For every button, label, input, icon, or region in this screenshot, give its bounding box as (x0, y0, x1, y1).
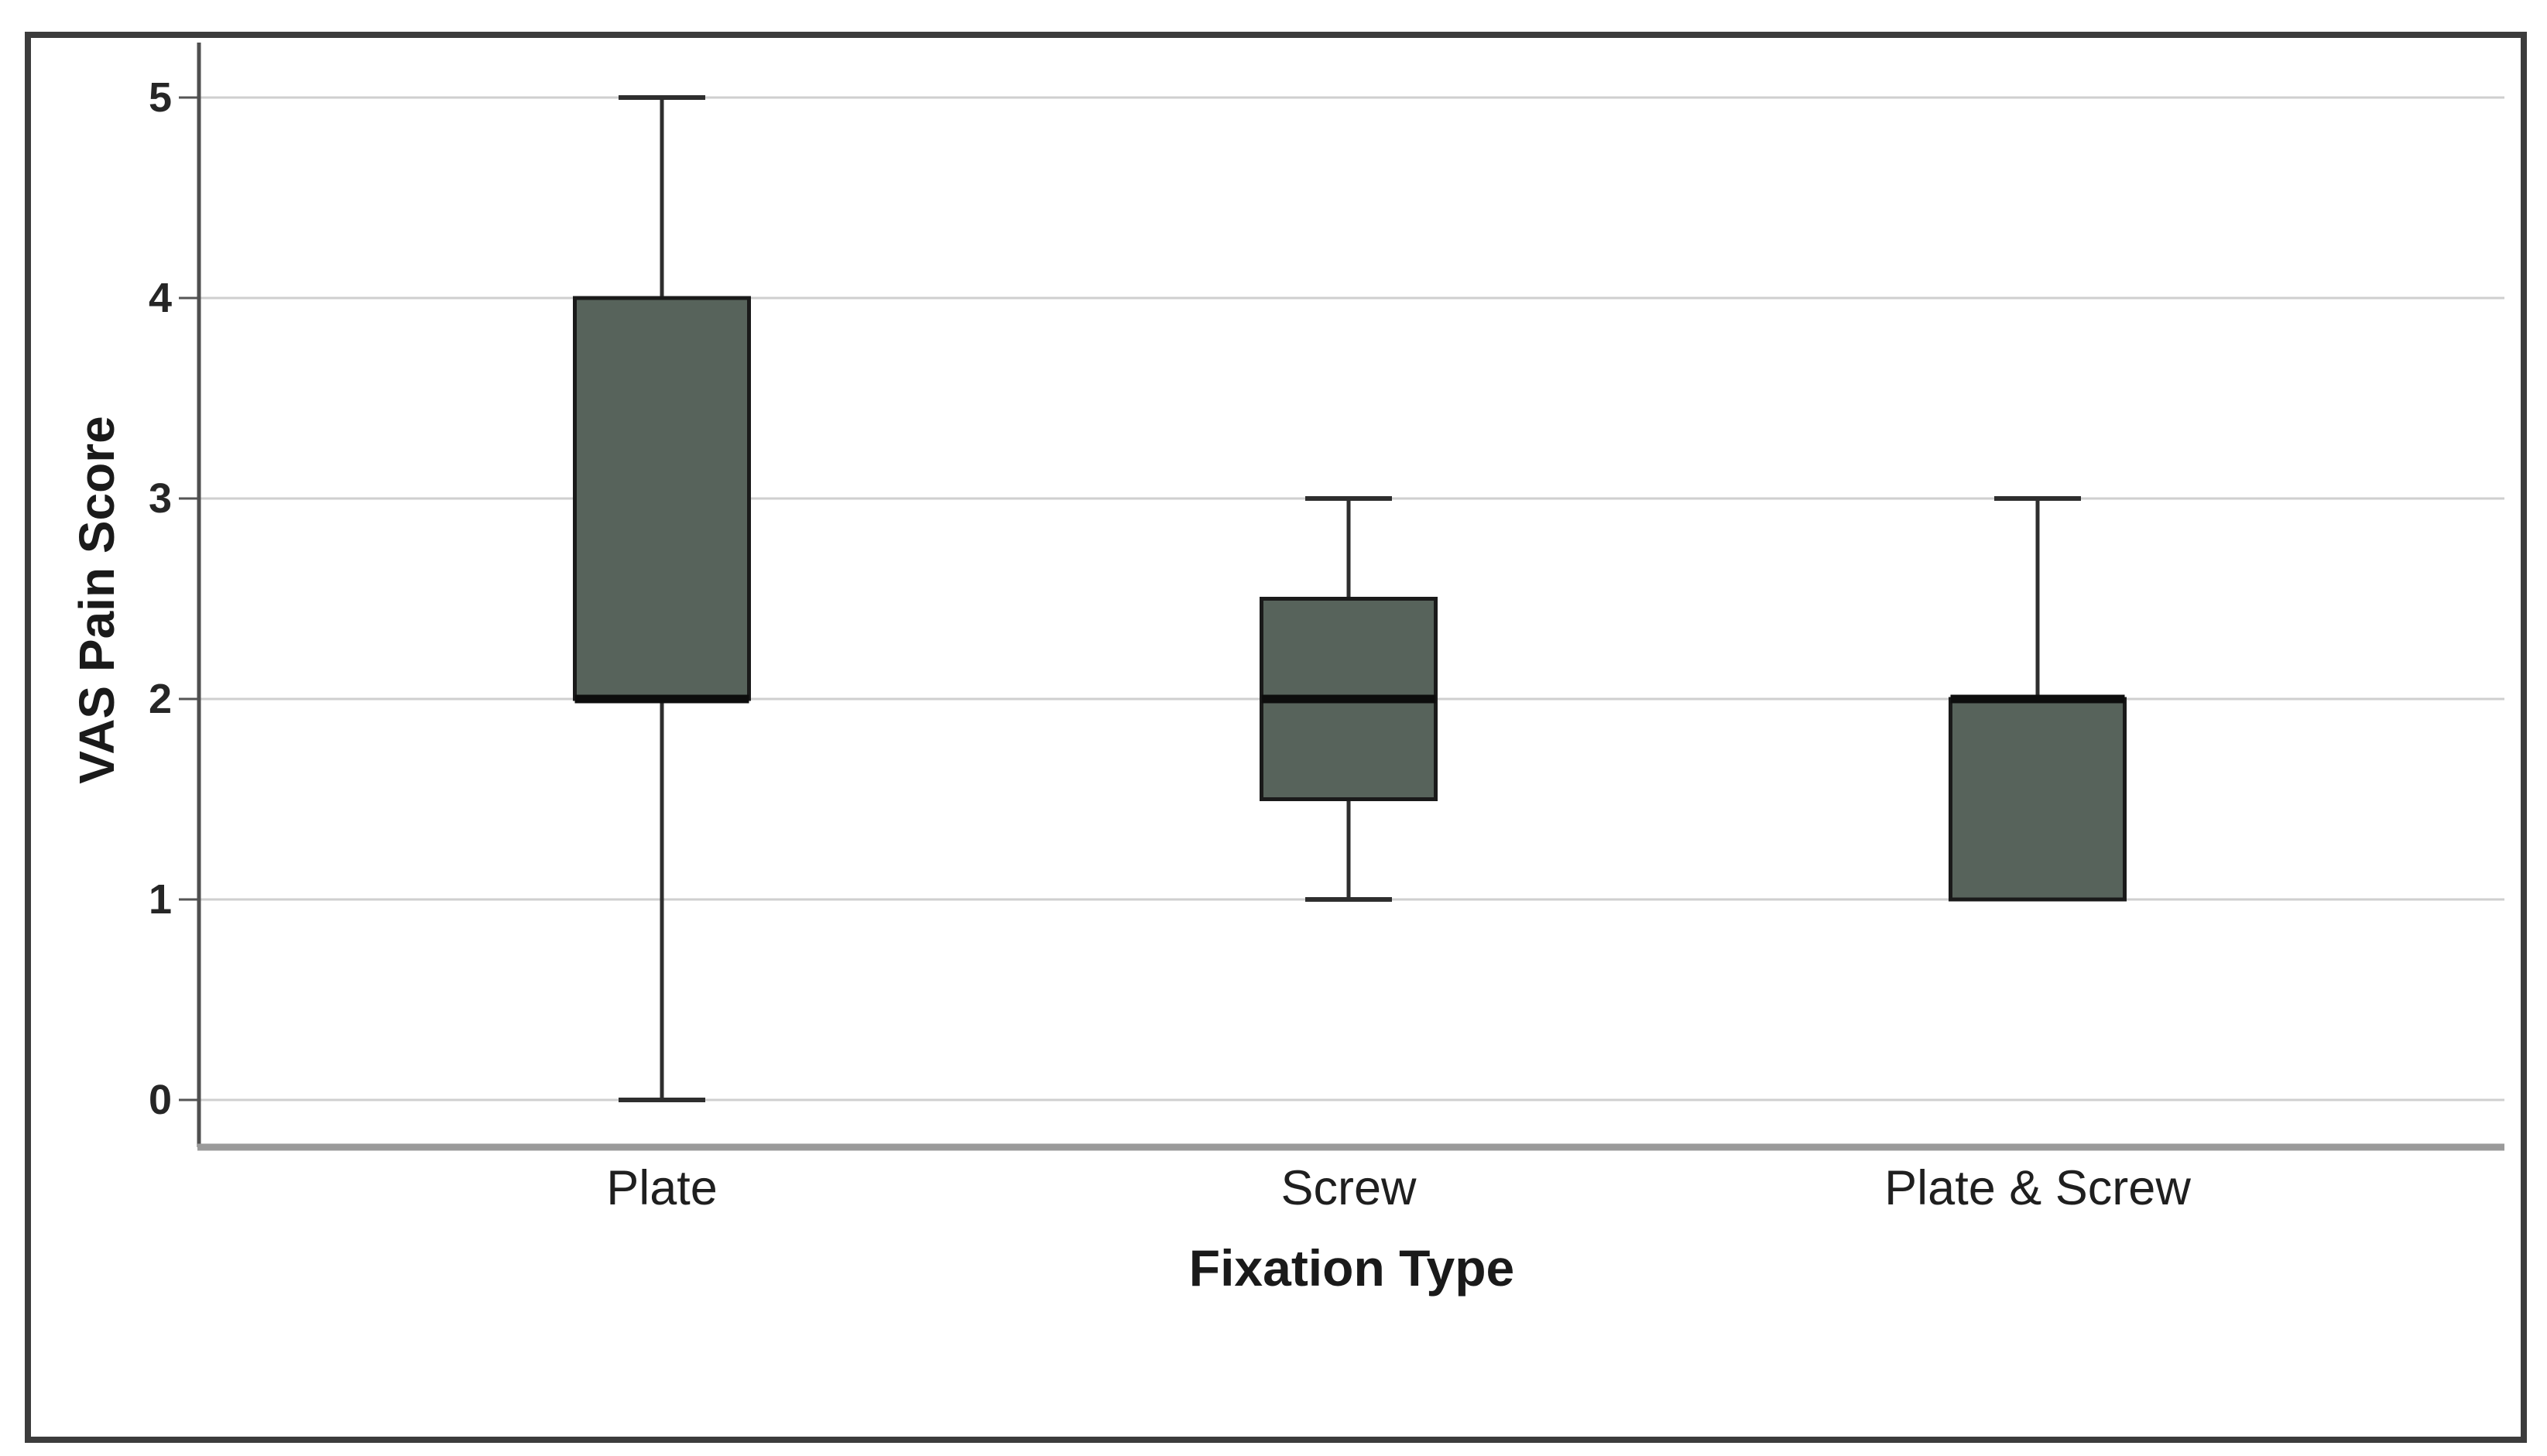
y-tick-label-4: 4 (148, 275, 172, 321)
y-tick-label-0: 0 (148, 1077, 172, 1123)
y-tick-label-5: 5 (148, 74, 172, 121)
x-category-label-plate-and-screw: Plate & Screw (1884, 1161, 2191, 1215)
y-tick-label-3: 3 (148, 475, 172, 522)
y-tick-label-1: 1 (148, 876, 172, 923)
x-category-label-plate: Plate (606, 1161, 718, 1215)
y-axis-title: VAS Pain Score (69, 416, 125, 784)
x-axis-title: Fixation Type (1188, 1239, 1515, 1297)
box-2 (1949, 697, 2127, 902)
y-tick-label-2: 2 (148, 676, 172, 722)
box-0 (573, 296, 751, 701)
x-category-label-screw: Screw (1280, 1161, 1417, 1215)
